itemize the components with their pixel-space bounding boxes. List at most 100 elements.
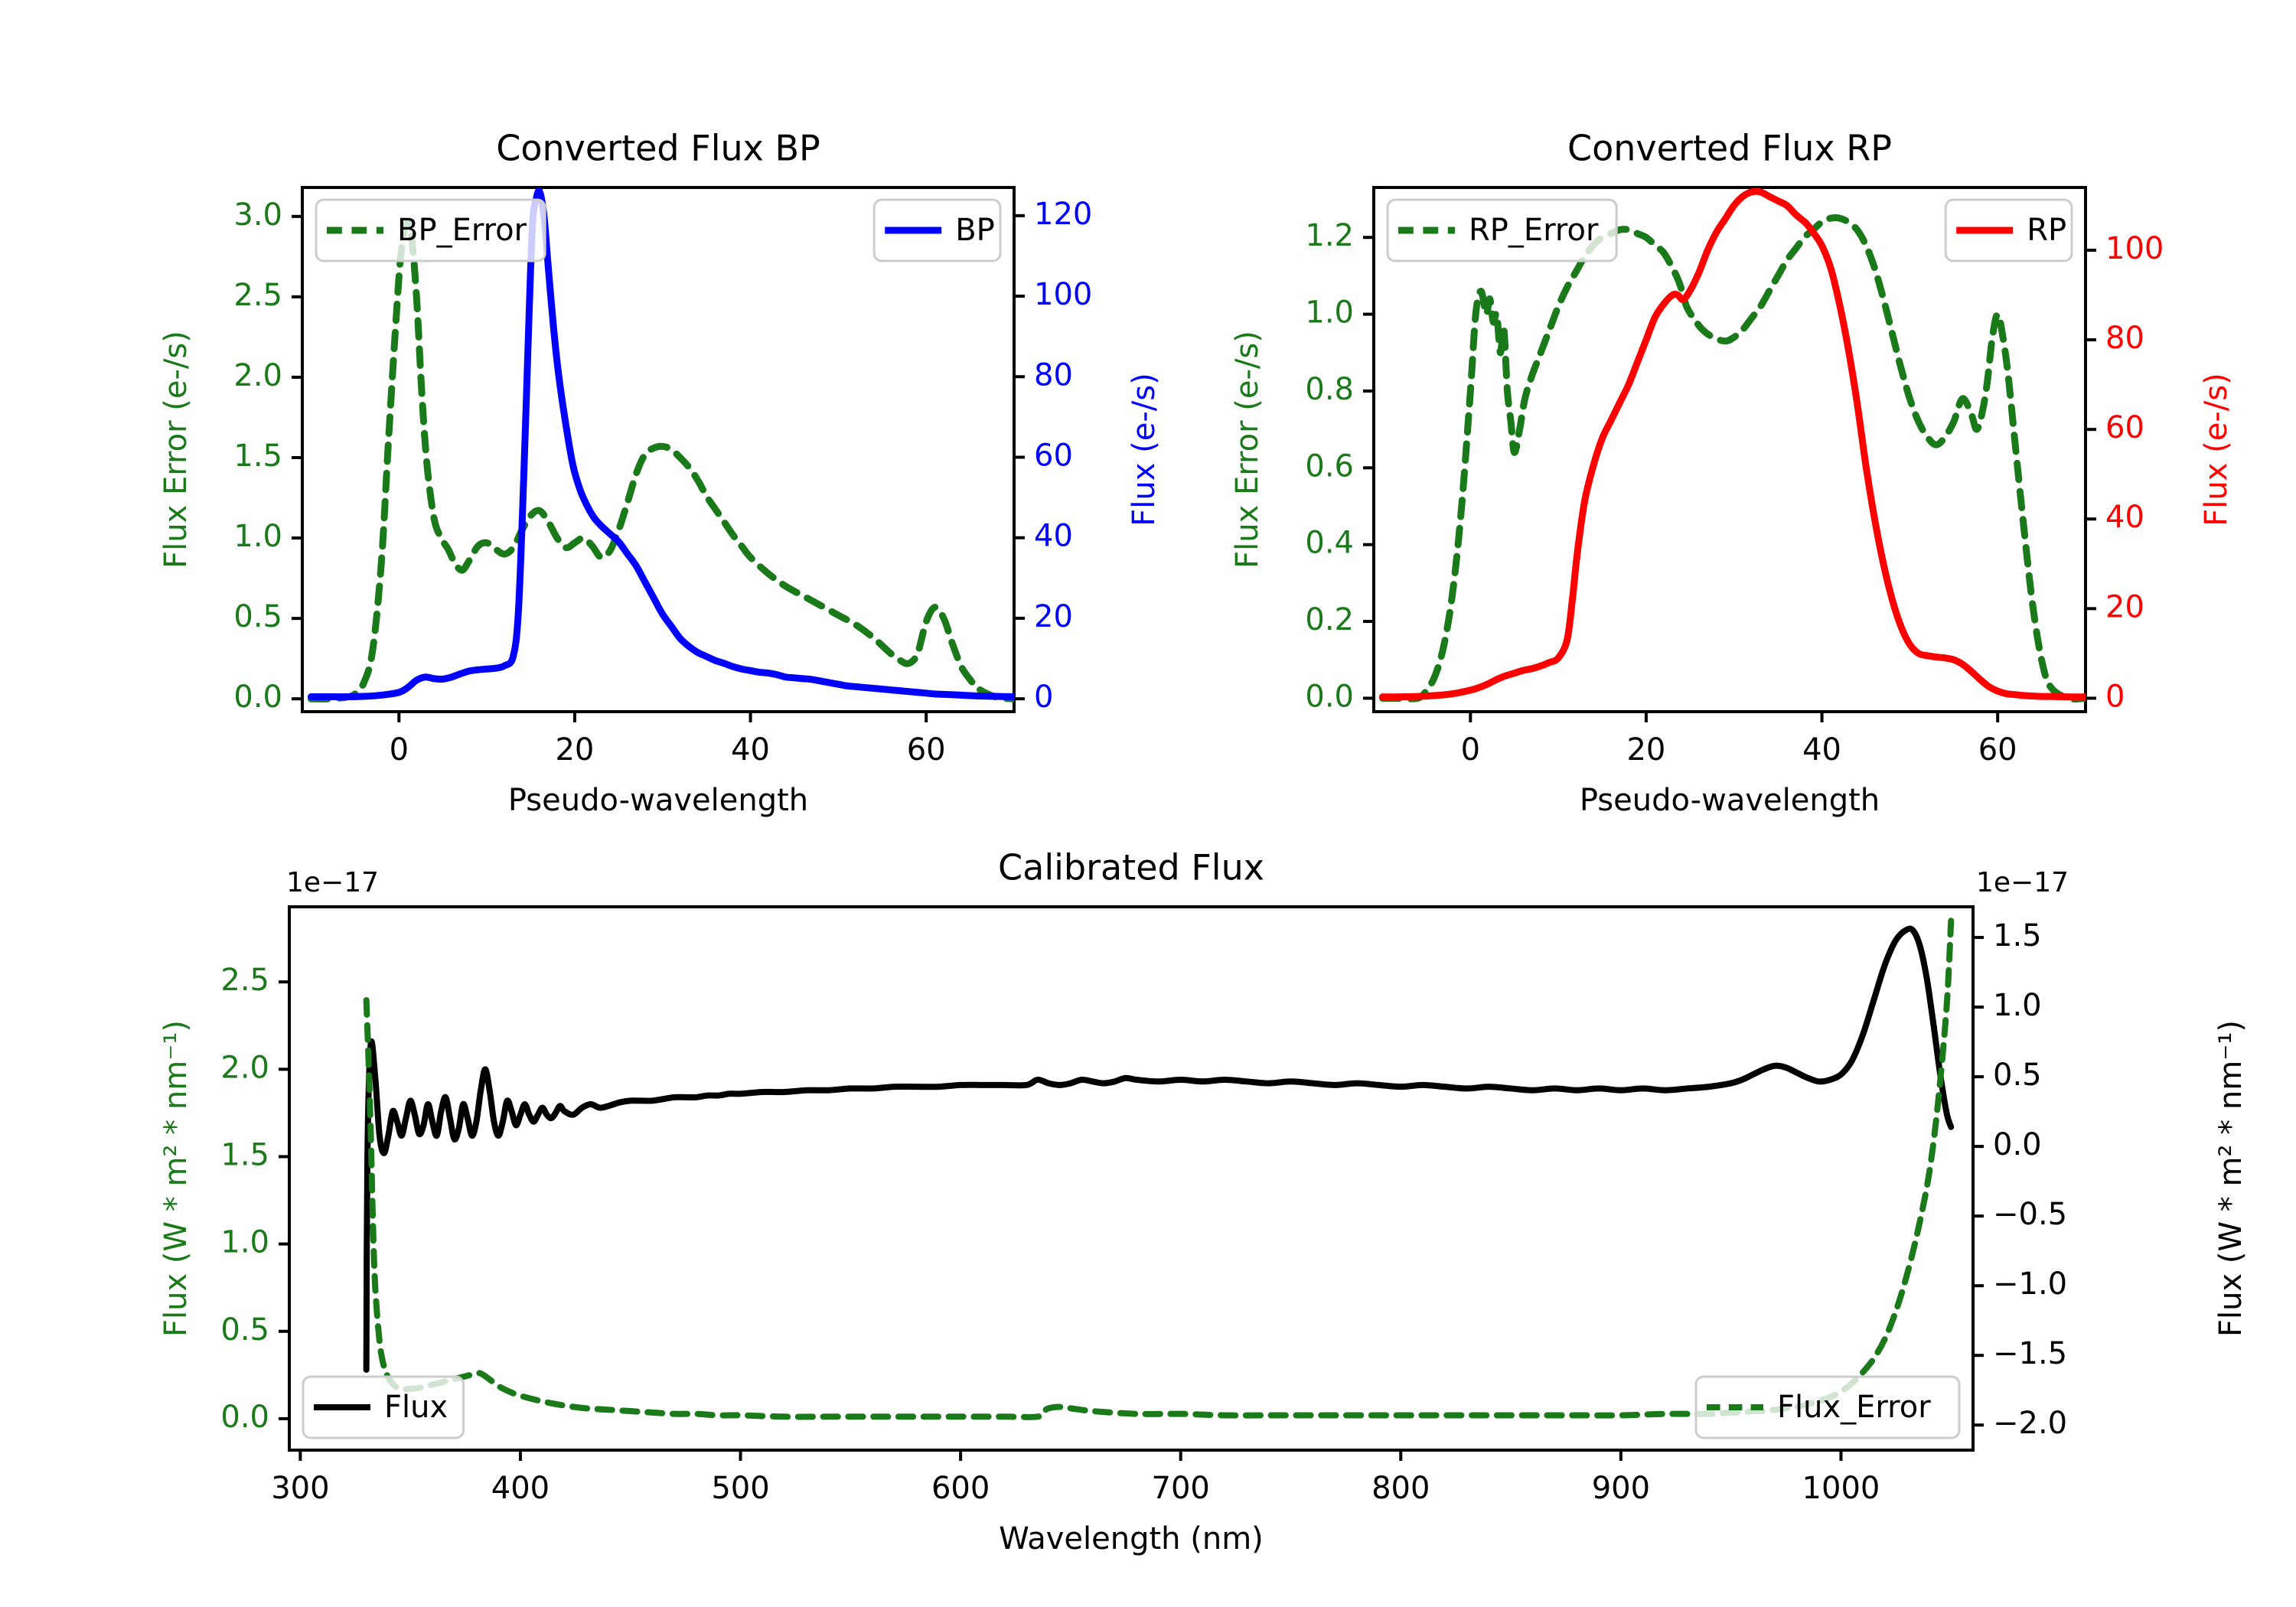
y-tick-label-left: 2.0 <box>220 1050 269 1085</box>
y-tick-label-right: −2.0 <box>1993 1406 2067 1441</box>
x-tick-label: 1000 <box>1802 1471 1880 1506</box>
y-tick-label-right: 20 <box>1034 599 1073 634</box>
y-tick-label-left: 1.0 <box>220 1225 269 1260</box>
y-tick-label-right: 100 <box>2105 231 2164 266</box>
legend-label: BP_Error <box>397 213 527 248</box>
x-tick-label: 500 <box>711 1471 769 1506</box>
y-tick-label-left: 0.4 <box>1305 526 1354 561</box>
legend-box <box>315 198 546 262</box>
x-tick-label: 0 <box>390 732 409 768</box>
y-tick-label-left: 1.2 <box>1305 218 1354 253</box>
y-axis-label-right: Flux (W * m² * nm⁻¹) <box>2213 1020 2249 1337</box>
y-tick-label-right: 0 <box>1034 680 1053 715</box>
y-tick-label-left: 0.0 <box>220 1400 269 1435</box>
y-axis-label-left: Flux Error (e-/s) <box>1230 331 1265 569</box>
y-tick-label-left: 0.8 <box>1305 372 1354 407</box>
legend-rp_error: RP_Error <box>1386 198 1618 262</box>
y-tick-label-left: 3.0 <box>233 197 282 233</box>
panel-title-calibrated-flux: Calibrated Flux <box>998 847 1264 888</box>
panel-title-converted-flux-rp: Converted Flux RP <box>1567 128 1892 169</box>
y-tick-label-left: 1.5 <box>233 438 282 474</box>
x-tick-label: 40 <box>1802 732 1841 768</box>
y-tick-label-right: −1.0 <box>1993 1266 2067 1302</box>
y-tick-label-left: 0.2 <box>1305 602 1354 637</box>
y-offset-text-right: 1e−17 <box>1976 867 2069 898</box>
series-line-flux_error <box>363 918 1955 1420</box>
x-tick-label: 800 <box>1371 1471 1430 1506</box>
panel-title-converted-flux-bp: Converted Flux BP <box>496 128 820 169</box>
y-tick-label-right: 40 <box>1034 519 1073 554</box>
y-tick-label-right: 100 <box>1034 277 1092 312</box>
y-tick-label-left: 2.0 <box>233 358 282 393</box>
series-line-bp <box>307 187 1014 701</box>
panel-converted-flux-rp: Converted Flux RP 0 20 40 60 Pseudo-wavelengt… <box>1230 128 2234 819</box>
y-axis-label-left: Flux (W * m² * nm⁻¹) <box>158 1020 194 1337</box>
y-tick-label-right: 1.0 <box>1993 988 2042 1023</box>
x-tick-label: 20 <box>555 732 594 768</box>
y-tick-label-right: 80 <box>1034 357 1073 393</box>
legend-bp_error: BP_Error <box>315 198 546 262</box>
y-tick-label-right: 0.0 <box>1993 1127 2042 1162</box>
x-tick-label: 0 <box>1461 732 1480 768</box>
y-axis-label-left: Flux Error (e-/s) <box>158 331 194 569</box>
y-axis-label-right: Flux (e-/s) <box>1127 373 1162 526</box>
x-axis-label: Pseudo-wavelength <box>508 783 808 818</box>
x-tick-label: 60 <box>907 732 946 768</box>
series-line-flux <box>363 925 1955 1373</box>
y-tick-label-right: 60 <box>2105 410 2144 445</box>
x-axis-label: Pseudo-wavelength <box>1580 783 1880 818</box>
y-tick-label-right: 120 <box>1034 197 1092 232</box>
x-tick-label: 400 <box>491 1471 550 1506</box>
y-tick-label-right: 60 <box>1034 438 1073 473</box>
series-line-rp <box>1378 187 2086 701</box>
legend-box <box>1386 198 1618 262</box>
y-tick-label-right: −0.5 <box>1993 1197 2067 1232</box>
legend-label: Flux <box>384 1390 448 1425</box>
legend-flux: Flux <box>302 1375 465 1439</box>
panel-calibrated-flux: Calibrated Flux 1e−17 1e−17 300 400 500 600 700… <box>158 847 2249 1557</box>
legend-bp: BP <box>872 198 1002 262</box>
y-tick-label-left: 0.0 <box>1305 679 1354 714</box>
y-tick-label-left: 1.0 <box>1305 295 1354 331</box>
plot-frame <box>301 186 1016 713</box>
plot-frame <box>288 905 1975 1452</box>
legend-label: RP_Error <box>1469 213 1599 248</box>
curves-group <box>363 918 1955 1420</box>
y-tick-label-right: 0.5 <box>1993 1058 2042 1093</box>
legend-box <box>302 1375 465 1439</box>
y-offset-text-left: 1e−17 <box>286 867 379 898</box>
legend-flux_error: Flux_Error <box>1694 1375 1961 1439</box>
legend-box <box>1694 1375 1961 1439</box>
y-axis-label-right: Flux (e-/s) <box>2199 373 2234 526</box>
y-tick-label-right: 80 <box>2105 321 2144 356</box>
y-tick-label-left: 0.6 <box>1305 448 1354 484</box>
panel-converted-flux-bp: Converted Flux BP 0 20 40 60 Pseudo-wavelengt… <box>158 128 1162 819</box>
y-tick-label-left: 0.5 <box>220 1312 269 1348</box>
x-tick-label: 600 <box>931 1471 990 1506</box>
y-tick-label-left: 2.5 <box>233 278 282 313</box>
y-tick-label-left: 0.0 <box>233 680 282 715</box>
y-tick-label-right: 0 <box>2105 679 2125 714</box>
series-line-bp_error <box>307 219 1014 702</box>
legend-label: Flux_Error <box>1777 1390 1931 1425</box>
x-tick-label: 20 <box>1626 732 1665 768</box>
y-tick-label-left: 0.5 <box>233 599 282 634</box>
x-axis-label: Wavelength (nm) <box>999 1521 1264 1556</box>
legend-label: RP <box>2027 213 2066 248</box>
y-tick-label-right: −1.5 <box>1993 1336 2067 1371</box>
x-tick-label: 60 <box>1978 732 2017 768</box>
y-tick-label-right: 1.5 <box>1993 918 2042 953</box>
y-tick-label-right: 20 <box>2105 589 2144 624</box>
x-tick-label: 40 <box>731 732 770 768</box>
legend-rp: RP <box>1944 198 2073 262</box>
x-tick-label: 300 <box>271 1471 329 1506</box>
curves-group <box>307 187 1014 702</box>
y-tick-label-left: 2.5 <box>220 963 269 998</box>
x-tick-label: 900 <box>1592 1471 1650 1506</box>
y-tick-label-left: 1.0 <box>233 519 282 554</box>
curves-group <box>1378 187 2086 703</box>
x-tick-label: 700 <box>1152 1471 1210 1506</box>
y-tick-label-right: 40 <box>2105 500 2144 535</box>
